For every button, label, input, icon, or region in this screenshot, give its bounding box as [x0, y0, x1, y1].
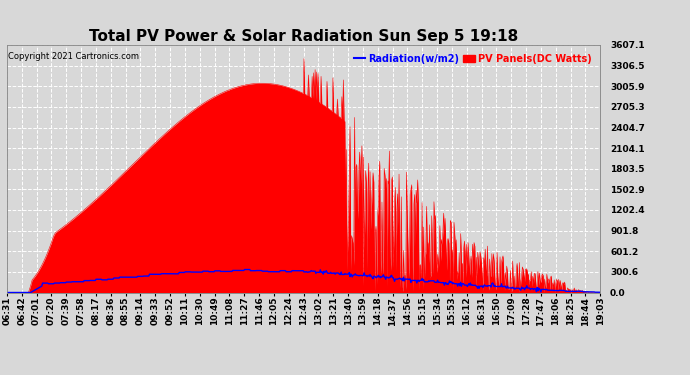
Legend: Radiation(w/m2), PV Panels(DC Watts): Radiation(w/m2), PV Panels(DC Watts) — [350, 50, 595, 68]
Text: Copyright 2021 Cartronics.com: Copyright 2021 Cartronics.com — [8, 53, 139, 62]
Title: Total PV Power & Solar Radiation Sun Sep 5 19:18: Total PV Power & Solar Radiation Sun Sep… — [89, 29, 518, 44]
